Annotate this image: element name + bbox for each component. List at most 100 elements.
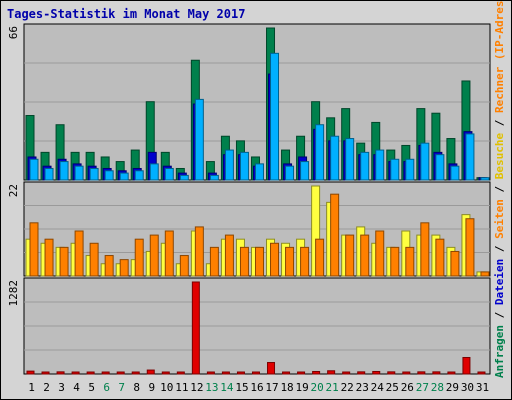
bar-middle-series1-day20 [315,238,325,277]
bar-bottom-series0-day14 [221,371,230,375]
x-tick-label-day25: 25 [386,381,399,394]
bar-bottom-series0-day4 [71,371,80,375]
legend-segment-5: / [493,179,506,199]
bar-top-series2-day27 [420,142,430,181]
bar-bottom-series0-day21 [327,370,336,375]
bar-bottom-series0-day22 [342,371,351,375]
bar-bottom-series0-day6 [101,371,110,375]
bar-top-series2-day29 [450,165,460,181]
bar-middle-series1-day23 [360,234,370,277]
x-tick-label-day27: 27 [416,381,429,394]
bar-middle-series1-day1 [29,222,39,277]
bar-top-series2-day26 [405,158,415,181]
bar-bottom-series0-day31 [477,371,486,375]
x-tick-label-day15: 15 [235,381,248,394]
bar-top-series2-day24 [375,149,385,181]
bar-middle-series1-day24 [375,230,385,277]
x-tick-label-day2: 2 [43,381,50,394]
x-tick-label-day5: 5 [88,381,95,394]
x-tick-label-day29: 29 [446,381,459,394]
bar-middle-series1-day5 [89,242,99,277]
bar-top-series2-day28 [435,154,445,181]
legend-segment-3: / [493,239,506,259]
bar-middle-series1-day21 [330,193,340,277]
x-tick-label-day16: 16 [250,381,263,394]
bar-bottom-series0-day7 [116,371,125,375]
x-tick-label-day1: 1 [28,381,35,394]
bar-bottom-series0-day18 [282,371,291,375]
bar-middle-series1-day25 [390,246,400,277]
bar-middle-series1-day10 [164,230,174,277]
bar-bottom-series0-day20 [312,370,321,375]
bar-middle-series1-day4 [74,230,84,277]
x-tick-label-day4: 4 [73,381,80,394]
x-tick-label-day10: 10 [160,381,173,394]
bar-bottom-series0-day30 [462,356,471,375]
x-tick-label-day6: 6 [103,381,110,394]
x-tick-label-day23: 23 [356,381,369,394]
bar-middle-series1-day12 [194,226,204,277]
x-tick-label-day18: 18 [280,381,293,394]
bar-bottom-series0-day16 [251,371,260,375]
legend-segment-2: Dateien [493,259,506,305]
bar-bottom-series0-day2 [41,371,50,375]
bar-bottom-series0-day26 [402,371,411,375]
bar-top-series2-day1 [29,158,39,181]
bar-bottom-series0-day10 [161,371,170,375]
bar-middle-series1-day11 [179,255,189,277]
bar-bottom-series0-day8 [131,371,140,375]
bar-bottom-series0-day25 [387,371,396,375]
bar-top-series2-day8 [134,170,144,181]
bar-top-series2-day14 [224,149,234,181]
legend-segment-4: Seiten [493,199,506,239]
bar-top-series2-day9 [149,163,159,181]
bar-top-series2-day18 [285,165,295,181]
x-tick-label-day30: 30 [461,381,474,394]
bar-top-series2-day31 [480,177,490,181]
x-tick-label-day12: 12 [190,381,203,394]
bar-top-series2-day19 [300,161,310,181]
bar-middle-series1-day17 [270,242,280,277]
bar-top-series2-day16 [254,163,264,181]
bar-middle-series1-day13 [209,246,219,277]
bar-top-series2-day25 [390,158,400,181]
y-max-label-top: 66 [7,26,20,39]
bar-bottom-series0-day19 [297,371,306,375]
bar-top-series2-day15 [239,151,249,181]
legend-segment-6: Besuche [493,133,506,180]
bar-middle-series1-day2 [44,238,54,277]
bar-top-series2-day12 [194,98,204,181]
bar-top-series2-day30 [465,133,475,181]
bar-middle-series1-day15 [239,246,249,277]
bar-middle-series1-day16 [254,246,264,277]
bar-bottom-series0-day12 [191,281,200,375]
bar-bottom-series0-day5 [86,371,95,375]
bar-top-series2-day2 [44,167,54,181]
bar-top-series2-day21 [330,135,340,181]
bar-bottom-series0-day27 [417,371,426,375]
bar-top-series2-day23 [360,151,370,181]
bar-middle-series1-day19 [300,246,310,277]
x-tick-label-day22: 22 [341,381,354,394]
x-tick-label-day31: 31 [476,381,489,394]
chart-title: Tages-Statistik im Monat May 2017 [7,7,246,21]
bar-middle-series1-day27 [420,222,430,277]
x-tick-label-day24: 24 [371,381,385,394]
bar-middle-series1-day28 [435,238,445,277]
x-tick-label-day14: 14 [220,381,234,394]
bar-bottom-series0-day3 [56,371,65,375]
bar-bottom-series0-day1 [26,370,35,375]
x-tick-label-day20: 20 [311,381,324,394]
x-tick-label-day19: 19 [295,381,308,394]
bar-middle-series1-day8 [134,238,144,277]
bar-middle-series1-day3 [59,246,69,277]
right-legend-label: Anfragen / Dateien / Seiten / Besuche / … [493,0,506,378]
bar-top-series2-day17 [270,52,280,181]
bar-bottom-series0-day17 [267,362,276,375]
bar-middle-series1-day7 [119,259,129,277]
bar-bottom-series0-day23 [357,371,366,375]
bar-bottom-series0-day9 [146,369,155,375]
bar-top-series2-day11 [179,174,189,181]
bar-middle-series1-day31 [480,271,490,277]
